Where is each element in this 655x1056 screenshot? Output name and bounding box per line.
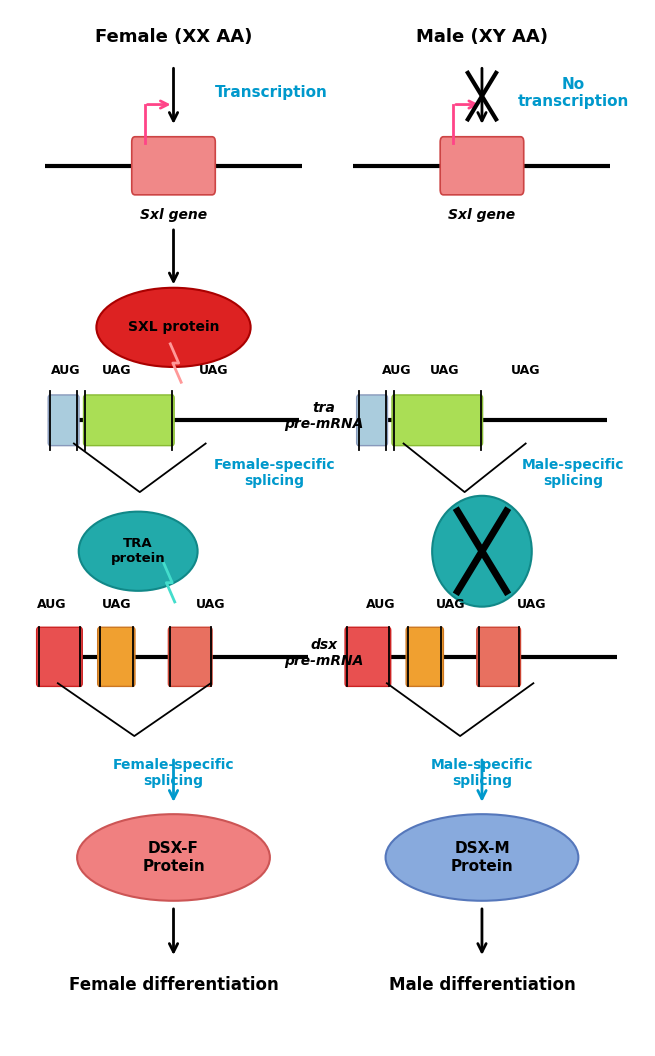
Text: No
transcription: No transcription	[517, 77, 629, 109]
FancyBboxPatch shape	[406, 627, 443, 686]
Text: UAG: UAG	[102, 364, 132, 377]
FancyBboxPatch shape	[440, 136, 524, 194]
FancyBboxPatch shape	[477, 627, 521, 686]
Text: Female-specific
splicing: Female-specific splicing	[214, 458, 335, 488]
Text: DSX-F
Protein: DSX-F Protein	[142, 842, 205, 873]
Text: tra
pre-mRNA: tra pre-mRNA	[284, 401, 364, 431]
FancyBboxPatch shape	[84, 395, 174, 446]
FancyBboxPatch shape	[168, 627, 212, 686]
Text: Female differentiation: Female differentiation	[69, 976, 278, 995]
Text: AUG: AUG	[365, 598, 395, 610]
Text: UAG: UAG	[196, 598, 225, 610]
Text: Female-specific
splicing: Female-specific splicing	[113, 758, 234, 788]
Ellipse shape	[79, 512, 198, 591]
FancyBboxPatch shape	[345, 627, 391, 686]
FancyBboxPatch shape	[132, 136, 215, 194]
FancyBboxPatch shape	[48, 395, 79, 446]
Text: DSX-M
Protein: DSX-M Protein	[451, 842, 514, 873]
Text: Male-specific
splicing: Male-specific splicing	[522, 458, 624, 488]
Text: Sxl gene: Sxl gene	[449, 208, 515, 223]
Text: SXL protein: SXL protein	[128, 320, 219, 335]
Text: Female (XX AA): Female (XX AA)	[95, 27, 252, 46]
Text: Male (XY AA): Male (XY AA)	[416, 27, 548, 46]
Text: dsx
pre-mRNA: dsx pre-mRNA	[284, 638, 364, 667]
Text: Transcription: Transcription	[215, 86, 328, 100]
Ellipse shape	[96, 287, 251, 367]
Text: UAG: UAG	[436, 598, 466, 610]
Ellipse shape	[77, 814, 270, 901]
FancyBboxPatch shape	[37, 627, 83, 686]
FancyBboxPatch shape	[98, 627, 135, 686]
Text: Sxl gene: Sxl gene	[140, 208, 207, 223]
Text: UAG: UAG	[198, 364, 228, 377]
FancyBboxPatch shape	[357, 395, 388, 446]
Text: TRA
protein: TRA protein	[111, 538, 166, 565]
FancyBboxPatch shape	[392, 395, 483, 446]
Text: Male differentiation: Male differentiation	[388, 976, 575, 995]
Text: AUG: AUG	[37, 598, 66, 610]
Text: AUG: AUG	[51, 364, 81, 377]
Text: UAG: UAG	[430, 364, 459, 377]
Text: UAG: UAG	[511, 364, 540, 377]
Text: UAG: UAG	[517, 598, 547, 610]
Text: Male-specific
splicing: Male-specific splicing	[431, 758, 533, 788]
Text: AUG: AUG	[382, 364, 411, 377]
Ellipse shape	[432, 496, 532, 606]
Text: UAG: UAG	[102, 598, 132, 610]
Ellipse shape	[386, 814, 578, 901]
